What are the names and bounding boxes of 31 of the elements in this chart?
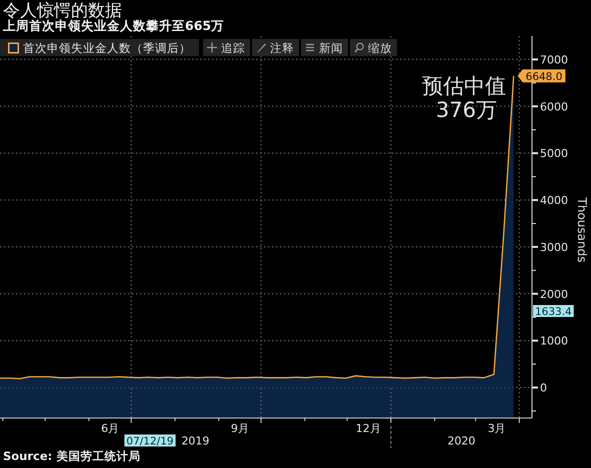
y-tick-label: 2000	[540, 288, 568, 301]
text: 07/12/19	[126, 436, 174, 448]
y-tick-label: 6000	[540, 100, 568, 114]
y-tick-label: 3000	[540, 240, 568, 254]
toolbar-button: 注释	[252, 39, 299, 56]
annotation: 预估中值 376万	[422, 74, 506, 122]
y-tick-label: 5000	[540, 147, 568, 160]
data-label: 6648.0	[526, 70, 562, 83]
text: 2019	[181, 434, 210, 448]
annotation: 注释	[270, 41, 294, 55]
x-tick-label: 6月	[101, 422, 120, 435]
y-tick-label: 7000	[540, 53, 568, 66]
y-tick-label: 4000	[540, 194, 568, 208]
y-axis-title: Thousands	[575, 196, 589, 262]
text: 1633.4	[535, 306, 572, 318]
chart-subtitle: 上周首次申领失业金人数攀升至665万	[2, 18, 224, 33]
annotation: 新闻	[319, 41, 343, 55]
toolbar-button: 缩放	[350, 39, 397, 56]
text: 2020	[447, 434, 476, 448]
y-tick-label: 1000	[540, 334, 568, 348]
x-tick-label: 9月	[230, 422, 249, 435]
toolbar-button: 新闻	[301, 39, 348, 56]
x-tick-label: 3月	[488, 422, 506, 435]
annotation: 缩放	[368, 41, 392, 55]
x-tick-label: 12月	[356, 422, 381, 435]
toolbar-button: 追踪	[203, 39, 250, 56]
source-note: Source: 美国劳工统计局	[3, 449, 140, 463]
annotation: 追踪	[221, 41, 245, 55]
chart-title: 令人惊愕的数据	[3, 1, 122, 21]
legend-label: 首次申领失业金人数（季调后）	[23, 41, 191, 55]
y-tick-label: 0	[540, 382, 547, 395]
